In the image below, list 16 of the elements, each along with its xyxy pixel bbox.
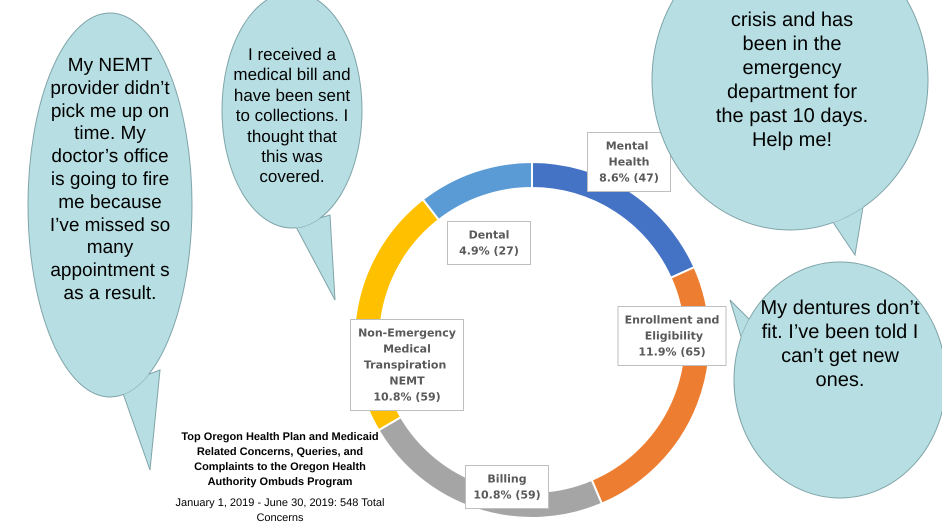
text: I received a medical bill and have been sent to collections. I thought that this was covered. <box>232 45 352 188</box>
data-label: 11.9% (65) <box>638 346 706 358</box>
text: crisis and has been in the emergency department for the past 10 days. Help me! <box>714 8 870 152</box>
data-label: 10.8% (59) <box>473 488 541 502</box>
text: Top Oregon Health Plan and Medicaid Related Concerns, Queries, and Complaints to the Oregon Health Authority Ombuds Program <box>180 430 380 490</box>
text: My dentures don’t fit. I’ve been told I can’t get new ones. <box>760 296 920 392</box>
text: My NEMT provider didn’t pick me up on time. My doctor’s office is going to fire me because I’ve missed so many appointment s as a result. <box>50 55 170 304</box>
slice-label: Non-Emergency Medical Transpiration NEMT <box>358 326 456 388</box>
data-label: 4.9% (27) <box>459 244 519 258</box>
slice-label: Billing <box>487 472 527 486</box>
data-label: 8.6% (47) <box>599 172 659 184</box>
slice-label: Dental <box>468 228 510 242</box>
slice-label: Enrollment and Eligibility <box>624 314 720 342</box>
text: January 1, 2019 - June 30, 2019: 548 Total Concerns <box>174 496 386 526</box>
slice-label: Mental Health <box>606 140 652 168</box>
data-label: 10.8% (59) <box>373 390 441 404</box>
